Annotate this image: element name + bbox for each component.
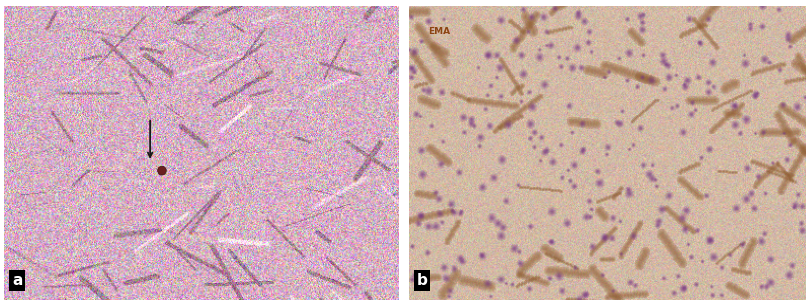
- Text: EMA: EMA: [429, 27, 451, 36]
- Text: a: a: [12, 273, 23, 288]
- Text: b: b: [417, 273, 427, 288]
- Ellipse shape: [158, 166, 167, 175]
